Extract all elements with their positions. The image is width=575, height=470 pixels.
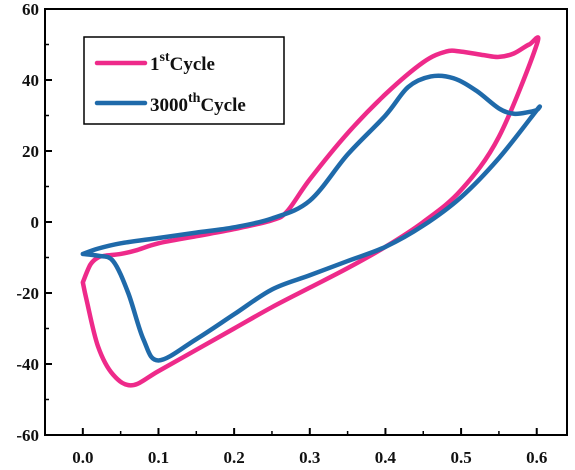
legend: 1stCycle 3000thCycle xyxy=(83,36,285,125)
series-layer xyxy=(80,35,543,388)
x-tick-label-2: 0.2 xyxy=(224,448,245,467)
legend-box xyxy=(83,36,285,125)
y-tick-label-4: 20 xyxy=(22,142,39,161)
y-tick-label-3: 0 xyxy=(31,213,40,232)
legend-1st-base: 1 xyxy=(150,54,160,75)
y-tick-label-0: -60 xyxy=(16,426,39,445)
x-tick-label-1: 0.1 xyxy=(148,448,169,467)
y-tick-label-1: -40 xyxy=(16,355,39,374)
legend-label-3000th-cycle: 3000thCycle xyxy=(150,91,246,116)
series-line-3000th-cycle xyxy=(80,73,543,363)
x-tick-label-3: 0.3 xyxy=(299,448,320,467)
legend-label-1st-cycle: 1stCycle xyxy=(150,50,215,75)
y-tick-label-5: 40 xyxy=(22,71,39,90)
legend-3000th-tail: Cycle xyxy=(200,95,245,116)
x-tick-label-0: 0.0 xyxy=(72,448,93,467)
x-tick-label-5: 0.5 xyxy=(450,448,471,467)
x-tick-label-4: 0.4 xyxy=(375,448,397,467)
legend-1st-sup: st xyxy=(160,50,170,65)
legend-1st-tail: Cycle xyxy=(170,54,215,75)
legend-3000th-base: 3000 xyxy=(150,95,188,116)
axis-layer: 0.0 0.1 0.2 0.3 0.4 0.5 0.6 -60 -40 -20 0 20 40 60 xyxy=(16,0,547,467)
series-line-1st-cycle xyxy=(80,35,541,388)
x-tick-label-6: 0.6 xyxy=(526,448,547,467)
legend-3000th-sup: th xyxy=(188,91,201,106)
y-tick-label-6: 60 xyxy=(22,0,39,19)
y-tick-label-2: -20 xyxy=(16,284,39,303)
